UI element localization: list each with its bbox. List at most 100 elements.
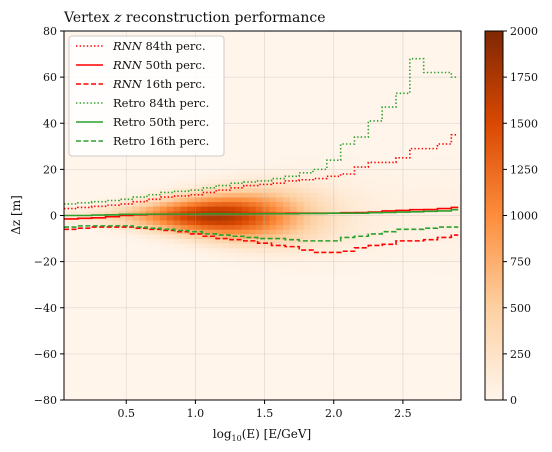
heatmap-cell bbox=[310, 173, 318, 179]
heatmap-cell bbox=[221, 201, 229, 207]
heatmap-cell bbox=[399, 247, 407, 253]
heatmap-cell bbox=[283, 224, 291, 230]
heatmap-cell bbox=[324, 206, 332, 212]
heatmap-cell bbox=[159, 220, 168, 226]
heatmap-cell bbox=[296, 187, 304, 193]
heatmap-cell bbox=[125, 238, 133, 244]
heatmap-cell bbox=[159, 178, 168, 184]
heatmap-cell bbox=[392, 261, 400, 267]
heatmap-cell bbox=[77, 210, 85, 216]
heatmap-cell bbox=[385, 210, 393, 216]
heatmap-cell bbox=[330, 261, 339, 267]
colorbar-tick-label: 2000 bbox=[510, 25, 538, 38]
heatmap-cell bbox=[187, 233, 195, 239]
heatmap-cell bbox=[385, 192, 393, 198]
heatmap-cell bbox=[276, 173, 284, 179]
heatmap-cell bbox=[447, 197, 455, 203]
heatmap-cell bbox=[283, 201, 291, 207]
heatmap-cell bbox=[310, 270, 318, 276]
heatmap-cell bbox=[139, 220, 147, 226]
heatmap-cell bbox=[399, 252, 407, 258]
x-axis-label: log10(E) [E/GeV] bbox=[213, 427, 311, 443]
legend-entry: RNN 50th perc. bbox=[112, 58, 206, 72]
heatmap-cell bbox=[248, 229, 257, 235]
heatmap-cell bbox=[248, 173, 257, 179]
heatmap-cell bbox=[84, 224, 92, 230]
heatmap-cell bbox=[358, 224, 366, 230]
heatmap-cell bbox=[221, 247, 229, 253]
heatmap-cell bbox=[283, 155, 291, 161]
heatmap-cell bbox=[296, 247, 304, 253]
heatmap-cell bbox=[235, 224, 243, 230]
heatmap-cell bbox=[200, 201, 209, 207]
heatmap-cell bbox=[194, 252, 202, 258]
heatmap-cell bbox=[289, 257, 298, 263]
heatmap-cell bbox=[426, 238, 435, 244]
heatmap-cell bbox=[419, 229, 428, 235]
heatmap-cell bbox=[194, 187, 202, 193]
heatmap-cell bbox=[283, 183, 291, 189]
heatmap-cell bbox=[324, 192, 332, 198]
heatmap-cell bbox=[180, 197, 188, 203]
heatmap-cell bbox=[413, 183, 421, 189]
heatmap-cell bbox=[419, 252, 428, 258]
heatmap-cell bbox=[378, 261, 387, 267]
heatmap-cell bbox=[324, 257, 332, 263]
heatmap-cell bbox=[241, 261, 250, 267]
heatmap-cell bbox=[344, 160, 352, 166]
heatmap-cell bbox=[283, 169, 291, 175]
heatmap-cell bbox=[330, 192, 339, 198]
heatmap-cell bbox=[413, 224, 421, 230]
heatmap-cell bbox=[454, 187, 461, 193]
heatmap-cell bbox=[152, 215, 161, 221]
heatmap-cell bbox=[214, 173, 222, 179]
heatmap-cell bbox=[454, 238, 461, 244]
heatmap-cell bbox=[399, 266, 407, 272]
heatmap-cell bbox=[426, 252, 435, 258]
heatmap-cell bbox=[324, 224, 332, 230]
heatmap-cell bbox=[296, 178, 304, 184]
heatmap-cell bbox=[159, 197, 168, 203]
heatmap-cell bbox=[454, 197, 461, 203]
heatmap-cell bbox=[330, 257, 339, 263]
heatmap-cell bbox=[241, 201, 250, 207]
heatmap-cell bbox=[276, 183, 284, 189]
heatmap-cell bbox=[187, 201, 195, 207]
heatmap-cell bbox=[214, 197, 222, 203]
heatmap-cell bbox=[406, 187, 414, 193]
heatmap-cell bbox=[262, 238, 270, 244]
heatmap-cell bbox=[303, 183, 311, 189]
heatmap-cell bbox=[269, 252, 277, 258]
heatmap-cell bbox=[241, 224, 250, 230]
heatmap-cell bbox=[200, 220, 209, 226]
colorbar-gradient bbox=[484, 30, 504, 401]
heatmap-cell bbox=[269, 247, 277, 253]
heatmap-cell bbox=[221, 178, 229, 184]
heatmap-cell bbox=[221, 257, 229, 263]
heatmap-cell bbox=[406, 206, 414, 212]
heatmap-cell bbox=[125, 187, 133, 193]
heatmap-cell bbox=[235, 243, 243, 249]
heatmap-cell bbox=[378, 257, 387, 263]
x-tick-label: 2.0 bbox=[325, 407, 343, 420]
heatmap-cell bbox=[426, 160, 435, 166]
heatmap-cell bbox=[200, 229, 209, 235]
heatmap-cell bbox=[378, 206, 387, 212]
heatmap-cell bbox=[330, 266, 339, 272]
heatmap-cell bbox=[454, 155, 461, 161]
heatmap-cell bbox=[241, 187, 250, 193]
heatmap-cell bbox=[303, 187, 311, 193]
heatmap-cell bbox=[385, 169, 393, 175]
heatmap-cell bbox=[84, 220, 92, 226]
heatmap-cell bbox=[317, 197, 325, 203]
heatmap-cell bbox=[91, 206, 99, 212]
heatmap-cell bbox=[296, 173, 304, 179]
heatmap-cell bbox=[413, 233, 421, 239]
heatmap-cell bbox=[289, 229, 298, 235]
heatmap-cell bbox=[200, 238, 209, 244]
heatmap-cell bbox=[262, 229, 270, 235]
heatmap-cell bbox=[310, 247, 318, 253]
heatmap-cell bbox=[276, 160, 284, 166]
heatmap-cell bbox=[447, 215, 455, 221]
heatmap-cell bbox=[358, 197, 366, 203]
